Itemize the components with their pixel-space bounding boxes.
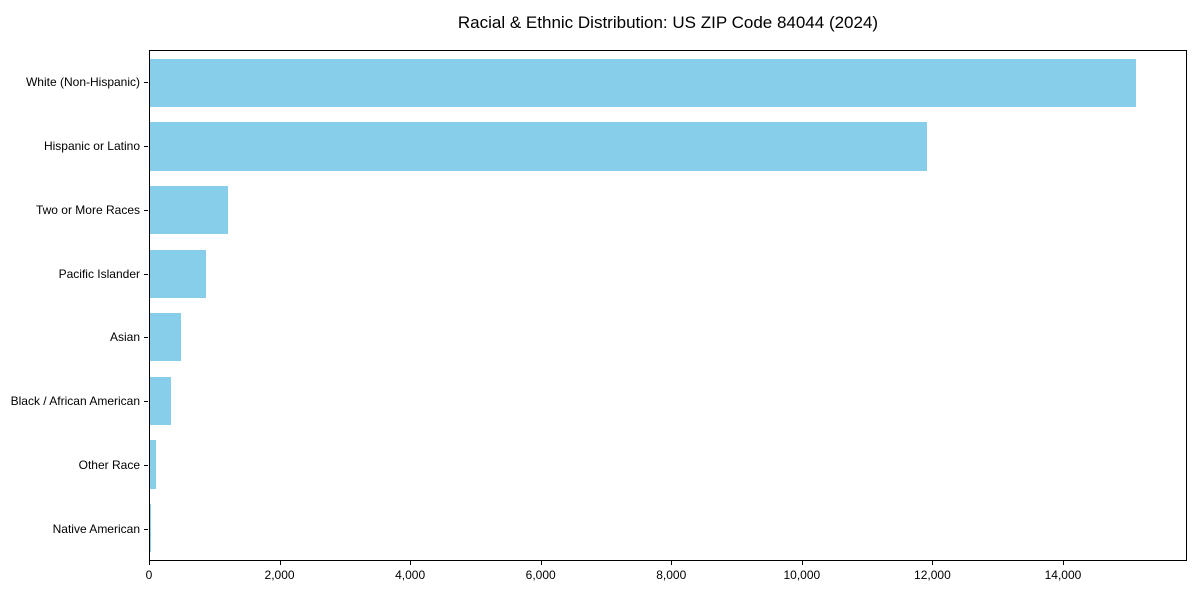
y-tick-label: Native American [52, 522, 140, 537]
x-tick-label: 4,000 [395, 568, 426, 582]
y-tick-label: Black / African American [10, 394, 140, 409]
x-tick-mark [801, 561, 803, 565]
x-tick-label: 6,000 [525, 568, 556, 582]
x-tick-mark [149, 561, 150, 565]
x-tick-mark [410, 561, 412, 565]
x-tick-mark [671, 561, 673, 565]
bar-row [150, 178, 1186, 242]
y-tick-mark [144, 401, 148, 403]
bar-row [150, 496, 1186, 560]
x-tick-mark [279, 561, 281, 565]
x-tick-label: 10,000 [783, 568, 821, 582]
x-tick-label: 12,000 [914, 568, 951, 582]
x-tick-label: 14,000 [1044, 568, 1082, 582]
y-tick-label: White (Non-Hispanic) [25, 74, 140, 89]
x-tick-mark [540, 561, 542, 565]
y-tick-label: Pacific Islander [58, 266, 140, 281]
y-tick-mark [144, 145, 148, 147]
bar-white-non-hispanic [150, 58, 1137, 107]
bar-rows [150, 51, 1186, 560]
bar-row [150, 369, 1186, 433]
y-tick-mark [144, 337, 148, 339]
x-tick-label: 0 [145, 568, 153, 582]
x-tick-label: 8,000 [656, 568, 687, 582]
y-tick-label: Two or More Races [35, 202, 140, 217]
x-tick-mark [1062, 561, 1064, 565]
y-tick-label: Hispanic or Latino [43, 138, 140, 153]
chart-title: Racial & Ethnic Distribution: US ZIP Cod… [457, 13, 879, 32]
bar-row [150, 306, 1186, 370]
y-tick-mark [144, 81, 148, 83]
bar-asian [150, 313, 181, 362]
bar-other-race [150, 440, 156, 489]
bar-pacific-islander [150, 249, 207, 298]
y-axis-labels: White (Non-Hispanic) Hispanic or Latino Tw… [0, 50, 140, 561]
bar-black-african-american [150, 376, 171, 426]
bar-row [150, 433, 1186, 497]
y-tick-mark [144, 529, 148, 531]
x-tick-mark [932, 561, 934, 565]
y-tick-mark [144, 273, 148, 275]
bar-row [150, 115, 1186, 179]
y-tick-mark [144, 465, 148, 467]
bar-hispanic-or-latino [150, 122, 928, 171]
bar-row [150, 51, 1186, 115]
plot-area [149, 50, 1187, 561]
bar-two-or-more-races [150, 185, 229, 235]
y-tick-mark [144, 209, 148, 211]
y-tick-label: Other Race [78, 458, 140, 473]
x-tick-label: 2,000 [264, 568, 295, 582]
bar-native-american [150, 504, 151, 553]
y-tick-label: Asian [109, 330, 140, 345]
bar-row [150, 242, 1186, 306]
